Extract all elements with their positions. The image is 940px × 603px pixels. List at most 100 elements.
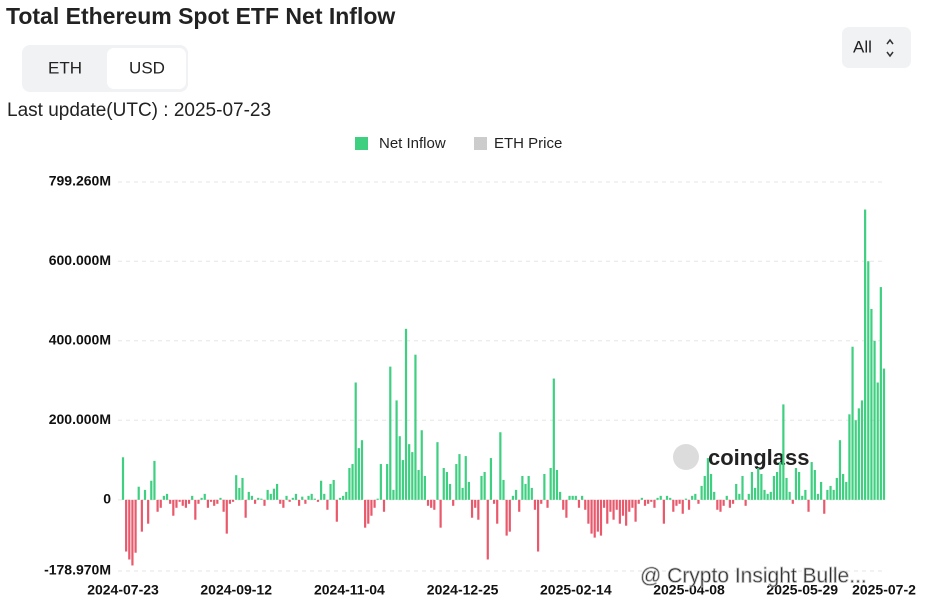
range-label[interactable]: All (853, 37, 872, 56)
bar (335, 499, 338, 522)
bar (194, 499, 197, 520)
bar (879, 287, 882, 500)
bar (404, 328, 408, 500)
bar (738, 493, 741, 500)
bar (779, 462, 782, 500)
bar (536, 499, 540, 552)
bar (439, 499, 442, 528)
bar (637, 499, 640, 504)
bar (706, 458, 710, 500)
y-tick-label: -178.970M (44, 562, 111, 578)
toggle-usd[interactable]: USD (129, 58, 165, 77)
bar (697, 499, 700, 504)
bar (647, 499, 650, 504)
bar (162, 495, 165, 500)
range-dropdown[interactable] (842, 27, 911, 68)
bar (200, 497, 203, 500)
bar (574, 495, 577, 500)
bar (329, 483, 332, 500)
last-update: Last update(UTC) : 2025-07-23 (7, 100, 271, 121)
bar (175, 499, 178, 508)
bar (345, 491, 348, 500)
bar (470, 499, 474, 518)
bar (181, 499, 184, 506)
bar (713, 491, 716, 500)
bar (480, 475, 483, 500)
y-tick-label: 600.000M (49, 252, 111, 268)
bar (788, 491, 791, 500)
bar (820, 481, 823, 500)
bar (474, 499, 477, 508)
bar (656, 497, 659, 500)
bar (785, 477, 788, 500)
bar (719, 499, 722, 512)
bar (492, 499, 496, 504)
y-tick-label: 400.000M (49, 331, 111, 347)
watermark: coinglass (708, 445, 809, 470)
bar (593, 499, 596, 538)
bar (209, 499, 213, 502)
bar (860, 400, 864, 500)
bar (810, 462, 813, 500)
bar (140, 499, 143, 532)
bar (562, 499, 565, 510)
bar (191, 495, 194, 500)
bar (386, 464, 389, 500)
bar (304, 499, 307, 504)
bar (367, 499, 370, 524)
bar (659, 495, 662, 500)
bar (524, 483, 527, 500)
toggle-eth[interactable]: ETH (48, 58, 82, 77)
bar (156, 499, 159, 512)
bar (165, 493, 169, 500)
bar (505, 499, 508, 536)
bar (150, 480, 153, 500)
bar (757, 468, 760, 500)
bar (530, 487, 533, 500)
bar (417, 470, 420, 500)
bar (546, 499, 549, 508)
credit-watermark: @ Crypto Insight Bulle... (640, 565, 867, 588)
bar (581, 495, 584, 500)
bar (382, 499, 386, 512)
bar (829, 485, 832, 500)
bar (772, 475, 776, 500)
bar (518, 499, 521, 512)
bar (851, 346, 854, 500)
bar (775, 471, 779, 500)
bar (257, 497, 260, 500)
bar (282, 499, 285, 508)
x-tick-label: 2025-02-14 (540, 582, 612, 598)
bar (272, 488, 276, 500)
bar (681, 499, 684, 514)
bar (392, 489, 395, 500)
bar (842, 473, 845, 500)
bar (807, 499, 810, 512)
bar (606, 499, 609, 524)
bar (684, 498, 687, 500)
bar (436, 442, 439, 500)
bar (357, 448, 360, 500)
bar (590, 499, 593, 534)
bar (596, 499, 599, 532)
bar (835, 477, 838, 500)
bar (247, 491, 250, 500)
bar (389, 366, 392, 500)
bar (178, 499, 181, 502)
bar (131, 499, 134, 566)
bar (533, 499, 537, 510)
bar (159, 499, 162, 508)
bar (326, 499, 329, 510)
bar (609, 499, 612, 512)
bar (486, 499, 489, 560)
bar (722, 499, 725, 506)
bar (694, 493, 697, 500)
bar (216, 499, 219, 504)
bar (763, 489, 766, 500)
bar (521, 475, 524, 500)
y-tick-label: 200.000M (49, 411, 111, 427)
bar (464, 456, 467, 500)
bar (184, 499, 187, 508)
legend-label: Net Inflow (379, 135, 446, 152)
